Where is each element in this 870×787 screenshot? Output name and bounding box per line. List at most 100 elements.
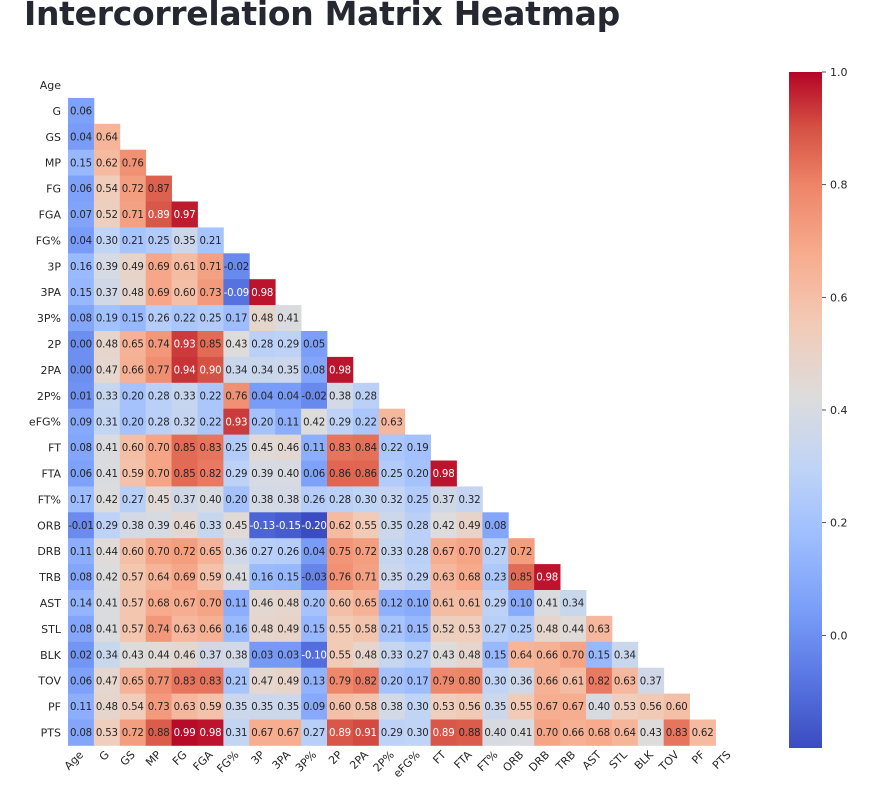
heatmap-cell — [275, 382, 302, 410]
heatmap-cell — [145, 227, 172, 254]
heatmap-cell-value: 0.48 — [536, 624, 558, 635]
heatmap-cell — [223, 512, 250, 539]
heatmap-cell — [378, 667, 406, 694]
heatmap-cell — [663, 693, 690, 720]
heatmap-cell-value: 0.69 — [148, 262, 170, 273]
heatmap-cell — [327, 667, 354, 694]
heatmap-cell — [119, 408, 147, 435]
heatmap-cell — [352, 512, 380, 539]
heatmap-cell — [637, 693, 665, 720]
heatmap-cell-value: 0.72 — [122, 728, 144, 739]
heatmap-cell — [404, 590, 431, 617]
heatmap-cell — [352, 693, 380, 720]
heatmap-cell — [119, 719, 147, 746]
heatmap-cell-value: 0.23 — [484, 573, 506, 584]
y-tick-label: FG — [46, 183, 61, 196]
heatmap-cell-value: 0.60 — [122, 443, 144, 454]
heatmap-cell — [223, 693, 250, 720]
heatmap-cell-value: 0.47 — [96, 676, 118, 687]
heatmap-cell — [352, 564, 380, 591]
heatmap-cell-value: 0.63 — [433, 573, 455, 584]
heatmap-cell-value: 0.29 — [277, 340, 299, 351]
heatmap-cell-value: -0.20 — [301, 521, 326, 532]
heatmap-cell-value: 0.15 — [122, 314, 144, 325]
heatmap-cell-value: 0.37 — [174, 495, 196, 506]
y-tick-label: PF — [48, 701, 61, 714]
x-tick-label: FT% — [475, 748, 501, 774]
heatmap-cell — [249, 590, 276, 617]
heatmap-cell-value: 0.83 — [200, 443, 222, 454]
heatmap-cell-value: 0.77 — [148, 365, 170, 376]
heatmap-cell-value: 0.72 — [510, 547, 532, 558]
heatmap-cell — [482, 667, 509, 694]
heatmap-cell-value: 0.65 — [122, 340, 144, 351]
heatmap-cell-value: 0.46 — [174, 650, 196, 661]
heatmap-cell — [197, 356, 224, 384]
heatmap-cell-value: -0.01 — [68, 521, 93, 532]
heatmap-cell-value: 0.43 — [225, 340, 247, 351]
heatmap-cell-value: 0.04 — [70, 132, 92, 143]
x-tick-label: FGA — [191, 748, 216, 773]
x-tick-label: TRB — [553, 748, 578, 773]
heatmap-cell — [456, 719, 483, 746]
heatmap-cell-value: 0.85 — [200, 340, 222, 351]
heatmap-cell-value: 0.94 — [174, 365, 196, 376]
heatmap-cell-value: 0.06 — [70, 184, 92, 195]
heatmap-cell-value: 0.31 — [225, 728, 247, 739]
heatmap-cell — [223, 356, 250, 384]
heatmap-cell — [197, 719, 224, 746]
heatmap-cell-value: 0.38 — [251, 495, 273, 506]
heatmap-cell — [93, 693, 121, 720]
y-tick-label: eFG% — [29, 416, 61, 429]
y-tick-label: FTA — [41, 467, 61, 480]
heatmap-cell-value: 0.54 — [122, 702, 144, 713]
heatmap-cell-value: 0.25 — [148, 236, 170, 247]
x-tick-label: Age — [62, 748, 86, 772]
heatmap-cell — [327, 564, 354, 591]
heatmap-cell-value: 0.45 — [225, 521, 247, 532]
heatmap-cell — [145, 331, 172, 358]
heatmap-cell-value: 0.62 — [96, 158, 118, 169]
heatmap-cell — [171, 486, 198, 513]
heatmap-cell — [93, 356, 121, 384]
heatmap-cell-value: 0.41 — [96, 443, 118, 454]
heatmap-cell — [197, 564, 224, 591]
heatmap-cell — [275, 719, 302, 746]
heatmap-cell-value: 0.35 — [277, 702, 299, 713]
heatmap-cell-value: 0.27 — [484, 624, 506, 635]
heatmap-cell-value: 0.29 — [96, 521, 118, 532]
heatmap-cell-value: 0.06 — [70, 106, 92, 117]
heatmap-cell — [586, 667, 613, 694]
heatmap-cell-value: 0.43 — [433, 650, 455, 661]
x-tick-label: TOV — [656, 748, 682, 774]
heatmap-cell — [482, 538, 509, 565]
heatmap-cell — [68, 227, 95, 254]
heatmap-cell-value: 0.07 — [70, 210, 92, 221]
heatmap-cell — [197, 641, 224, 669]
y-tick-label: DRB — [37, 545, 61, 558]
heatmap-cell-value: 0.38 — [277, 495, 299, 506]
heatmap-cell-value: 0.68 — [148, 599, 170, 610]
heatmap-cell-value: -0.02 — [301, 391, 326, 402]
heatmap-cell — [327, 615, 354, 643]
heatmap-cell — [197, 512, 224, 539]
heatmap-cell-value: 0.69 — [174, 573, 196, 584]
heatmap-cell-value: 0.28 — [407, 521, 429, 532]
heatmap-cell-value: 0.87 — [148, 184, 170, 195]
heatmap-cell — [301, 564, 328, 591]
heatmap-cell — [249, 382, 276, 410]
heatmap-cell-value: 0.40 — [277, 469, 299, 480]
heatmap-cell-value: 0.67 — [536, 702, 558, 713]
y-tick-label: FT% — [38, 493, 61, 506]
heatmap-cell — [249, 305, 276, 332]
heatmap-cell-value: 0.25 — [407, 495, 429, 506]
heatmap-cell-value: 0.35 — [277, 365, 299, 376]
y-tick-label: ORB — [37, 519, 61, 532]
heatmap-cell-value: 0.29 — [381, 728, 403, 739]
heatmap-cell — [68, 512, 95, 539]
heatmap-cell — [197, 590, 224, 617]
heatmap-cell-value: 0.85 — [174, 469, 196, 480]
heatmap-cell — [197, 382, 224, 410]
heatmap-cell-value: 0.60 — [666, 702, 688, 713]
heatmap-cell-value: 0.48 — [251, 314, 273, 325]
